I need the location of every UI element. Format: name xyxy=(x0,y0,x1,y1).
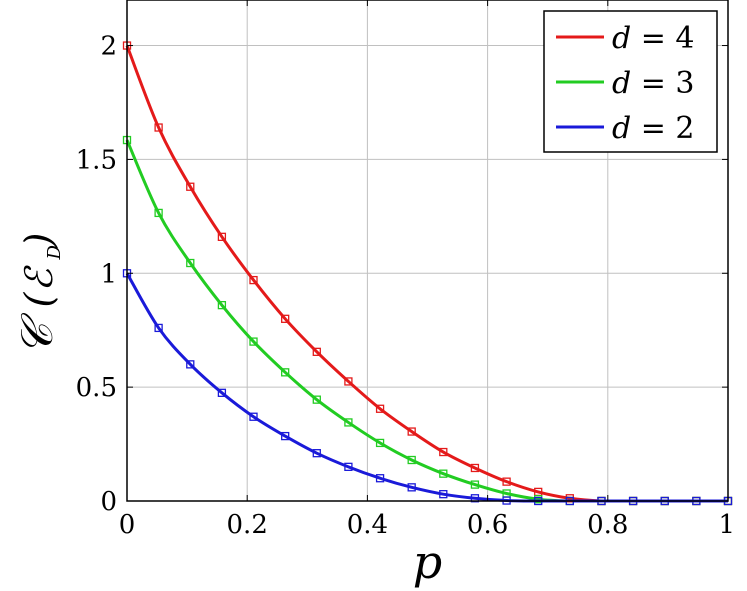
y-axis-label-close-paren: ) xyxy=(17,233,61,249)
y-tick-label: 1 xyxy=(100,259,117,289)
marker-d4 xyxy=(375,404,385,413)
marker-d3 xyxy=(186,258,195,268)
marker-d4 xyxy=(312,347,321,356)
series-line-d3 xyxy=(125,139,728,503)
x-tick-label: 0 xyxy=(119,510,136,540)
legend-label-d3: d = 3 xyxy=(612,66,695,101)
y-tick-label: 0 xyxy=(100,487,117,517)
y-axis-label-subscript: D xyxy=(44,245,65,261)
y-axis-label-C: 𝒞 xyxy=(12,313,63,356)
marker-d3 xyxy=(249,337,258,346)
y-axis-label-E: ℰ xyxy=(17,265,61,292)
x-tick-label: 0.2 xyxy=(227,510,268,540)
y-axis-label-open-paren: ( xyxy=(17,292,61,308)
marker-d2 xyxy=(281,431,290,441)
marker-d3 xyxy=(312,395,321,404)
x-axis-label: p xyxy=(413,535,442,589)
marker-d4 xyxy=(154,123,163,132)
tick-labels: 0 0.2 0.4 0.6 0.8 1 0 0.5 1 1.5 2 xyxy=(76,32,735,540)
marker-d4 xyxy=(407,427,416,436)
marker-d2 xyxy=(470,494,480,503)
marker-d4 xyxy=(281,314,290,323)
marker-d2 xyxy=(186,360,195,369)
marker-d3 xyxy=(344,418,353,427)
y-axis-label: 𝒞 ( ℰ D ) xyxy=(12,233,65,356)
marker-d2 xyxy=(249,412,258,421)
ticks xyxy=(126,0,729,502)
marker-d3 xyxy=(375,438,385,448)
plot-frame xyxy=(126,0,729,502)
x-tick-label: 0.8 xyxy=(587,510,628,540)
marker-d3 xyxy=(470,480,480,489)
marker-d4 xyxy=(217,232,227,241)
marker-d2 xyxy=(439,490,448,499)
marker-d4 xyxy=(344,377,353,386)
marker-d4 xyxy=(470,463,480,473)
marker-d3 xyxy=(154,208,163,218)
y-tick-label: 1.5 xyxy=(76,145,117,175)
x-tick-label: 0.4 xyxy=(347,510,388,540)
legend-label-d4: d = 4 xyxy=(612,21,695,56)
marker-d2 xyxy=(375,474,385,483)
marker-d3 xyxy=(281,368,290,377)
marker-d2 xyxy=(154,323,163,333)
marker-d4 xyxy=(502,477,511,486)
marker-d4 xyxy=(249,275,258,285)
legend-label-d2: d = 2 xyxy=(612,111,695,146)
x-tick-label: 0.6 xyxy=(467,510,508,540)
marker-d2 xyxy=(217,388,227,397)
marker-d4 xyxy=(439,447,448,457)
x-tick-label: 1 xyxy=(718,510,735,540)
marker-d2 xyxy=(312,449,321,458)
marker-d3 xyxy=(439,469,448,478)
legend: d = 4 d = 3 d = 2 xyxy=(543,10,718,153)
y-tick-label: 2 xyxy=(100,32,117,62)
marker-d3 xyxy=(217,301,227,310)
y-tick-label: 0.5 xyxy=(76,373,117,403)
marker-d4 xyxy=(186,182,195,191)
marker-d2 xyxy=(344,462,353,471)
marker-d3 xyxy=(407,455,416,465)
marker-d2 xyxy=(407,483,416,492)
